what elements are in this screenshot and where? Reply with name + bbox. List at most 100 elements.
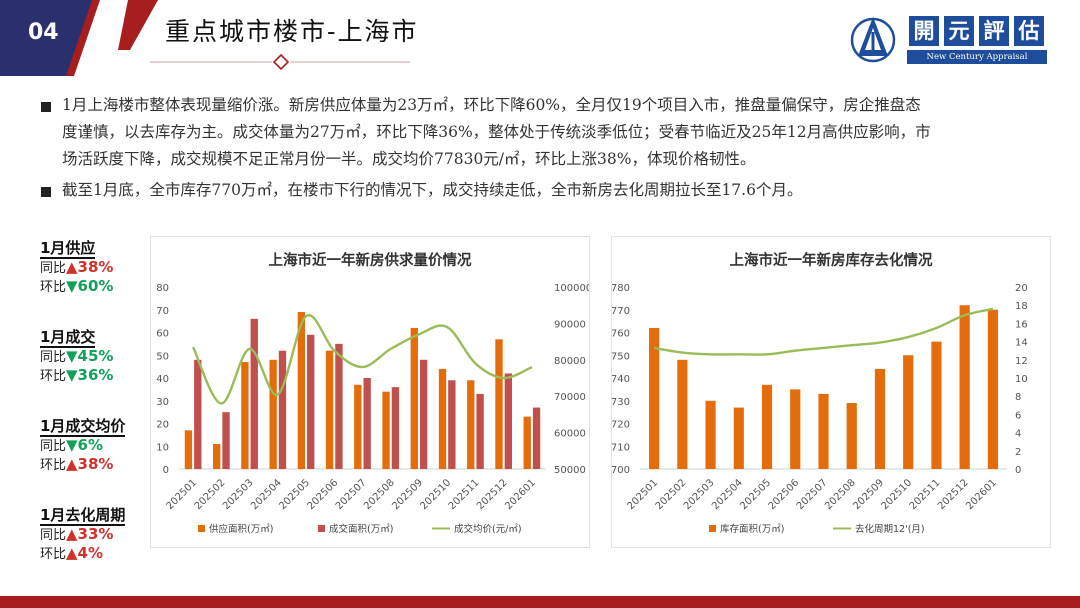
company-logo: 開 元 評 估 New Century Appraisal (845, 10, 1055, 68)
bar (523, 416, 531, 469)
y2-tick-label: 2 (1015, 447, 1021, 458)
bar (325, 350, 334, 469)
bar (818, 393, 829, 469)
bar (213, 443, 221, 469)
y2-tick-label: 80000 (554, 356, 586, 367)
bar (410, 327, 418, 469)
y2-tick-label: 0 (1015, 465, 1021, 476)
stat-mom-price: 环比▲38% (40, 455, 114, 473)
logo-char: 開 (909, 16, 939, 46)
bar (354, 384, 362, 469)
y2-tick-label: 50000 (554, 465, 586, 476)
bar (846, 403, 857, 469)
stat-title-cycle: 1月去化周期 (40, 506, 126, 526)
y-tick-label: 20 (156, 420, 169, 431)
y-tick-label: 710 (612, 442, 630, 453)
y2-tick-label: 18 (1015, 301, 1028, 312)
stat-yoy-price: 同比▼6% (40, 436, 104, 454)
page-number: 04 (28, 20, 59, 45)
logo-subtitle: New Century Appraisal (907, 50, 1047, 64)
chart-title: 上海市近一年新房库存去化情况 (730, 251, 933, 269)
bullet-marker (40, 98, 54, 112)
bar (184, 430, 193, 469)
chart-supply-demand: 上海市近一年新房供求量价情况 0 10 20 30 40 50 60 70 80 50000 6000… (150, 236, 592, 548)
chart-supply-demand-svg: 上海市近一年新房供求量价情况 0 10 20 30 40 50 60 70 80 50000 6000… (156, 251, 592, 535)
y2-tick-label: 10 (1015, 374, 1028, 385)
y-tick-label: 50 (156, 351, 169, 362)
bar (733, 407, 744, 469)
bar (419, 359, 428, 469)
legend-label: 供应面积(万㎡) (209, 523, 273, 535)
y-tick-label: 740 (612, 374, 630, 385)
bar (438, 368, 447, 469)
y2-tick-label: 90000 (554, 319, 586, 330)
bar (504, 373, 512, 469)
bar (250, 318, 258, 469)
bar (335, 343, 343, 469)
legend-swatch (709, 525, 716, 532)
stat-yoy-deal: 同比▼45% (40, 347, 114, 365)
stat-mom-supply: 环比▼60% (40, 277, 114, 295)
series-line (192, 313, 533, 405)
bar (649, 327, 660, 469)
legend-label: 去化周期12'(月) (855, 523, 925, 535)
y2-tick-label: 60000 (554, 429, 586, 440)
bullet-text-1: 1月上海楼市整体表现量缩价涨。新房供应体量为23万㎡，环比下降60%，全月仅19… (62, 92, 1032, 173)
bar (874, 368, 886, 469)
y2-tick-label: 12 (1015, 356, 1028, 367)
y2-tick-label: 14 (1015, 338, 1028, 349)
logo-char: 評 (979, 16, 1009, 46)
logo-emblem-icon (850, 17, 896, 63)
legend-label: 成交面积(万㎡) (329, 523, 393, 535)
y-tick-label: 0 (163, 465, 169, 476)
stat-title-supply: 1月供应 (40, 239, 96, 259)
y2-tick-label: 8 (1015, 392, 1021, 403)
y-tick-label: 720 (612, 420, 630, 431)
y2-tick-label: 6 (1015, 410, 1021, 421)
stat-mom-cycle: 环比▲4% (40, 544, 104, 562)
bar (987, 309, 998, 469)
y-tick-label: 730 (612, 397, 630, 408)
logo-char: 元 (944, 16, 974, 46)
x-tick-label: 202601 (503, 477, 538, 512)
y-tick-label: 780 (612, 283, 630, 294)
bar (448, 380, 456, 469)
bullet-line: 截至1月底，全市库存770万㎡，在楼市下行的情况下，成交持续走低，全市新房去化周… (62, 181, 803, 199)
bar (391, 387, 400, 469)
bar (705, 400, 716, 469)
legend-label: 库存面积(万㎡) (720, 523, 784, 535)
series-line (653, 307, 994, 356)
stat-yoy-cycle: 同比▲33% (40, 525, 114, 543)
page-number-badge: 04 (0, 0, 100, 76)
y-tick-label: 30 (156, 397, 169, 408)
legend-label: 成交均价(元/㎡) (454, 523, 522, 535)
y2-tick-label: 20 (1015, 283, 1028, 294)
x-tick-label: 202601 (964, 477, 999, 512)
title-accent-stripe (118, 0, 158, 50)
y-tick-label: 80 (156, 283, 169, 294)
logo-char: 估 (1014, 16, 1044, 46)
y-tick-label: 40 (156, 374, 169, 385)
y2-tick-label: 16 (1015, 319, 1028, 330)
bar (903, 355, 914, 469)
y-tick-label: 770 (612, 306, 630, 317)
bar (278, 350, 287, 469)
bar (307, 334, 315, 469)
stat-title-price: 1月成交均价 (40, 417, 126, 437)
bar (222, 412, 230, 469)
page-title: 重点城市楼市-上海市 (165, 17, 419, 46)
footer-bar (0, 596, 1080, 608)
bar (532, 407, 541, 469)
bar (761, 384, 773, 469)
bar (382, 391, 390, 469)
bullet-text-2: 截至1月底，全市库存770万㎡，在楼市下行的情况下，成交持续走低，全市新房去化周… (62, 177, 1032, 204)
stat-mom-deal: 环比▼36% (40, 366, 114, 384)
title-divider (150, 53, 410, 71)
y-tick-label: 60 (156, 329, 169, 340)
y-tick-label: 760 (612, 329, 630, 340)
bar (297, 312, 306, 469)
bullet-line: 场活跃度下降，成交规模不足正常月份一半。成交均价77830元/㎡，环比上涨38%… (62, 150, 756, 168)
bullet-line: 1月上海楼市整体表现量缩价涨。新房供应体量为23万㎡，环比下降60%，全月仅19… (62, 96, 921, 114)
bar (959, 305, 970, 469)
y-tick-label: 750 (612, 351, 630, 362)
